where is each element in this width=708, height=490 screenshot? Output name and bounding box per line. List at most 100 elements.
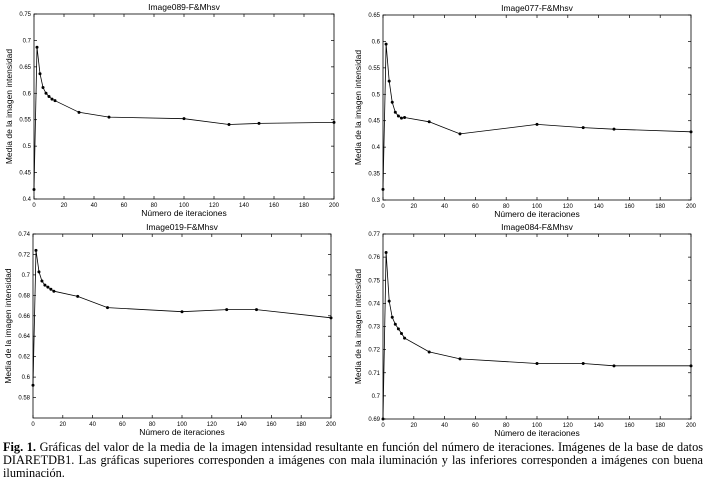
x-tick-label: 40 [89,422,96,428]
y-tick-label: 0.5 [23,144,32,150]
x-tick-label: 100 [177,422,188,428]
x-tick-label: 180 [655,423,666,429]
y-tick-label: 0.58 [18,396,30,402]
data-point [34,248,38,252]
data-point [329,316,333,320]
data-point [390,315,394,319]
data-point [384,251,388,254]
y-tick-label: 0.65 [19,65,31,71]
x-tick-label: 200 [686,423,697,429]
y-tick-label: 0.6 [372,39,381,45]
data-point [52,289,56,293]
data-point [396,327,400,331]
x-tick-label: 80 [151,203,158,209]
y-tick-label: 0.6 [22,375,31,381]
data-point [689,130,693,134]
y-tick-label: 0.4 [372,145,381,151]
data-point [535,122,539,126]
data-point [399,116,403,120]
x-axis-label: Número de iteraciones [141,208,227,218]
x-tick-label: 200 [329,203,340,209]
x-tick-label: 20 [59,422,66,428]
plot-area-frame [382,233,692,420]
x-tick-label: 160 [624,423,635,429]
y-tick-label: 0.66 [18,314,30,320]
chart-title: Image089-F&Mhsv [148,2,221,12]
chart-title: Image077-F&Mhsv [501,3,574,13]
data-point [581,126,585,130]
data-point [399,331,403,335]
x-tick-label: 120 [563,204,574,210]
y-tick-label: 0.55 [368,66,380,72]
x-tick-label: 60 [472,204,479,210]
data-point [387,79,391,83]
x-tick-label: 100 [179,203,190,209]
data-point [381,417,385,421]
x-tick-label: 80 [149,422,156,428]
y-tick-label: 0.72 [18,252,30,258]
x-tick-label: 140 [237,422,248,428]
y-tick-label: 0.75 [368,278,380,284]
figure-caption-text: Gráficas del valor de la media de la ima… [3,440,703,480]
x-tick-label: 0 [381,423,385,429]
x-tick-label: 60 [119,422,126,428]
x-tick-label: 60 [121,203,128,209]
x-tick-label: 160 [269,203,280,209]
x-tick-label: 100 [532,423,543,429]
series-line [32,250,332,386]
data-point [38,72,42,76]
data-point [612,127,616,131]
x-tick-label: 200 [686,204,697,210]
chart-2: Image077-F&Mhsv 0 20 40 60 80 100 120 140 160 180 2… [353,3,697,219]
y-tick-label: 0.69 [368,417,380,423]
data-point [180,310,184,314]
x-tick-label: 120 [209,203,220,209]
y-tick-label: 0.45 [368,119,380,125]
y-tick-label: 0.62 [18,355,30,361]
data-point [403,116,407,120]
y-axis-label: Media de la imagen intensidad [3,268,13,384]
data-point [43,283,47,287]
data-point [396,114,400,118]
y-axis-label: Media de la imagen intensidad [353,50,363,166]
data-point [182,117,186,121]
y-tick-label: 0.7 [23,38,32,44]
data-point [427,120,431,124]
data-point [384,42,388,46]
data-point [458,132,462,136]
data-point [227,122,231,126]
data-point [381,187,385,191]
series-line [382,252,691,420]
x-tick-label: 140 [594,204,605,210]
chart-3: Image019-F&Mhsv 0 20 40 60 80 100 120 140 160 180 2… [3,222,337,437]
series-line [33,47,335,190]
data-point [255,308,258,312]
x-axis-label: Número de iteraciones [139,427,225,437]
y-tick-label: 0.55 [19,118,31,124]
x-tick-label: 80 [503,204,510,210]
y-axis-label: Media de la imagen intensidad [4,49,14,165]
data-point [332,120,336,124]
data-point [535,362,539,365]
chart-title: Image019-F&Mhsv [146,222,219,232]
data-point [31,383,35,387]
y-tick-label: 0.6 [23,91,32,97]
data-point [689,364,693,368]
data-point [49,287,53,291]
y-tick-label: 0.5 [372,92,381,98]
data-point [107,115,111,119]
data-point [32,187,36,191]
x-tick-label: 160 [266,422,277,428]
y-tick-label: 0.45 [19,171,31,177]
y-tick-label: 0.72 [368,348,380,354]
data-point [390,100,394,104]
figure-4-line-charts: Image089-F&Mhsv 0 20 40 60 80 100 120 140 160 180 2… [3,2,697,438]
chart-1: Image089-F&Mhsv 0 20 40 60 80 100 120 140 160 180 2… [4,2,340,218]
x-tick-label: 120 [563,423,574,429]
y-tick-label: 0.64 [18,334,30,340]
data-point [403,336,407,340]
data-point [612,364,616,368]
y-tick-label: 0.7 [22,273,31,279]
data-point [393,110,397,114]
y-tick-label: 0.76 [368,255,380,261]
